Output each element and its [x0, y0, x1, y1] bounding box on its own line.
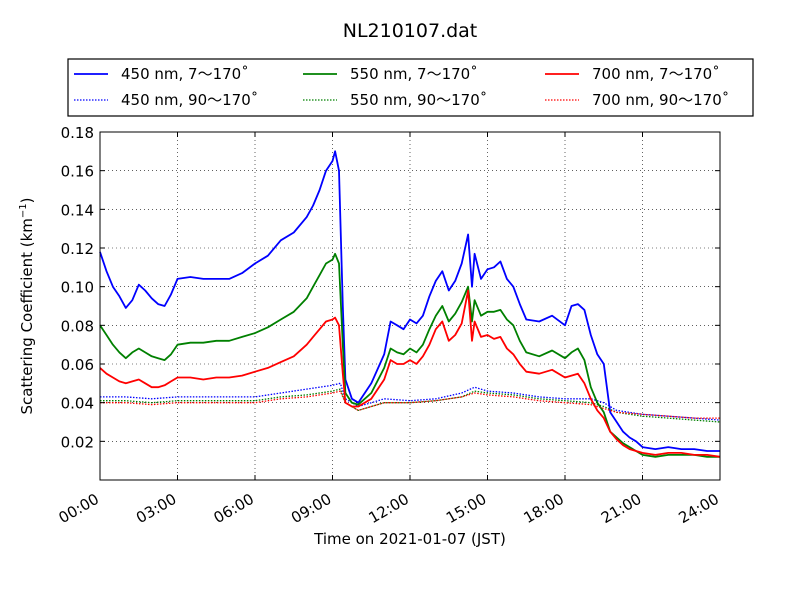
- series-line: [100, 390, 720, 419]
- legend-label: 700 nm, 7～170˚: [592, 65, 720, 83]
- legend-label: 450 nm, 90～170˚: [121, 91, 258, 109]
- y-tick-label: 0.10: [61, 279, 94, 297]
- chart-grid: [99, 131, 721, 480]
- y-axis-label: Scattering Coefficient (km−1): [18, 197, 36, 414]
- x-tick-label: 00:00: [56, 490, 102, 527]
- plot-area: [99, 150, 721, 458]
- x-tick-label: 21:00: [598, 490, 644, 527]
- legend-frame: [67, 58, 754, 117]
- chart-legend: 450 nm, 7～170˚ 450 nm, 90～170˚ 550 nm, 7～1…: [67, 58, 754, 117]
- series-line: [100, 382, 721, 421]
- x-tick-label: 18:00: [521, 490, 567, 527]
- y-tick-label: 0.02: [61, 433, 94, 451]
- series-line: [99, 289, 721, 458]
- y-tick-label: 0.04: [61, 395, 94, 413]
- x-tick-label: 24:00: [676, 490, 722, 527]
- y-axis-label-close: ): [18, 197, 36, 203]
- chart-title: NL210107.dat: [343, 20, 478, 42]
- x-axis-label: Time on 2021-01-07 (JST): [313, 530, 506, 548]
- y-axis-ticks: 0.02 0.04 0.06 0.08 0.10 0.12 0.14 0.16 0.18: [61, 124, 720, 451]
- legend-label: 550 nm, 90～170˚: [350, 91, 487, 109]
- x-tick-label: 09:00: [288, 490, 334, 527]
- series-line: [99, 150, 720, 452]
- legend-label: 450 nm, 7～170˚: [121, 65, 249, 83]
- y-tick-label: 0.14: [61, 201, 94, 219]
- x-tick-label: 15:00: [443, 490, 489, 527]
- x-tick-label: 06:00: [211, 490, 257, 527]
- legend-label: 550 nm, 7～170˚: [350, 65, 478, 83]
- y-tick-label: 0.06: [61, 356, 94, 374]
- y-axis-label-main: Scattering Coefficient (km: [18, 218, 36, 414]
- series-line: [99, 252, 720, 458]
- x-tick-label: 12:00: [366, 490, 412, 527]
- series-line: [100, 388, 721, 423]
- y-tick-label: 0.18: [61, 124, 94, 142]
- x-tick-label: 03:00: [133, 490, 179, 527]
- legend-label: 700 nm, 90～170˚: [592, 91, 729, 109]
- y-tick-label: 0.08: [61, 317, 94, 335]
- y-tick-label: 0.16: [61, 163, 94, 181]
- y-tick-label: 0.12: [61, 240, 94, 258]
- y-axis-label-sup: −1: [18, 203, 29, 218]
